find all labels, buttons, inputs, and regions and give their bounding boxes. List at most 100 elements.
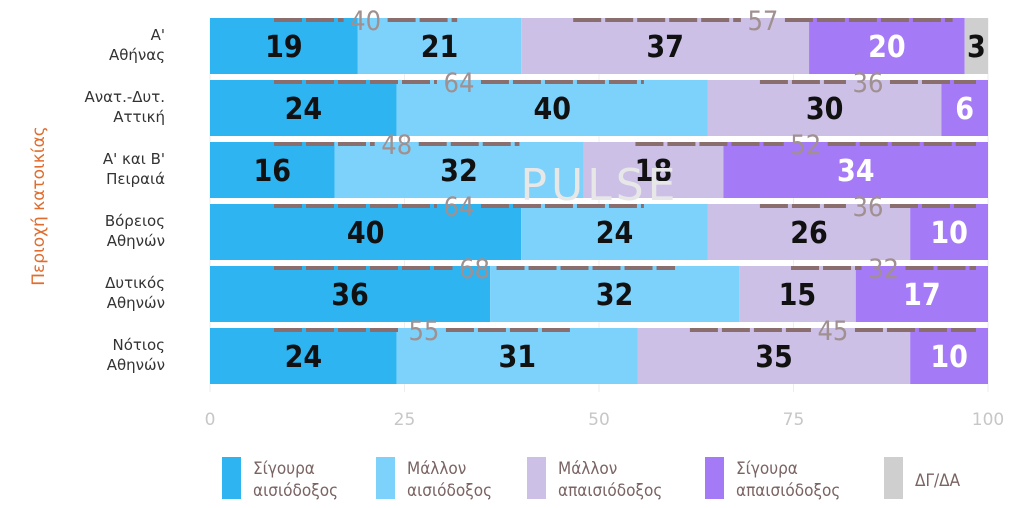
bar-value-label: 10 <box>930 216 968 251</box>
bar-value-label: 34 <box>837 154 875 189</box>
bar-value-label: 21 <box>421 30 459 65</box>
legend-label: αισιόδοξος <box>407 481 492 501</box>
legend-label: απαισιόδοξος <box>736 481 840 501</box>
category-label: Πειραιά <box>106 170 165 188</box>
category-label: Αθήνας <box>109 46 165 64</box>
legend-label: αισιόδοξος <box>253 481 338 501</box>
bar-segment <box>739 266 856 322</box>
bracket-total-label: 52 <box>790 130 821 161</box>
legend-swatch <box>884 457 903 499</box>
category-label: Αθηνών <box>107 294 165 312</box>
legend: ΣίγουρααισιόδοξοςΜάλλοναισιόδοξοςΜάλλονα… <box>222 457 961 501</box>
bracket-total-label: 32 <box>868 254 899 285</box>
bar-value-label: 40 <box>534 92 572 127</box>
bar-value-label: 32 <box>596 278 634 313</box>
bar-segment <box>809 18 965 74</box>
bar-segment <box>910 328 988 384</box>
bars: 19 21 37 20 3 24 40 30 6 16 32 18 34 40 24 26 10 36 32 15 17… <box>210 18 988 384</box>
bar-segment <box>334 142 584 198</box>
bar-segment <box>490 266 740 322</box>
bar-value-label: 17 <box>903 278 941 313</box>
category-label: Α' <box>151 26 165 44</box>
bar-segment <box>910 204 988 260</box>
category-label: Δυτικός <box>105 274 165 292</box>
category-label: Αττική <box>113 108 165 126</box>
bar-value-label: 35 <box>755 340 793 375</box>
bar-value-label: 15 <box>779 278 817 313</box>
category-label: Α' και Β' <box>103 150 165 168</box>
bar-value-label: 18 <box>635 154 673 189</box>
watermark-text: PULSE <box>521 160 680 211</box>
legend-label: Σίγουρα <box>253 459 315 479</box>
bracket-total-label: 57 <box>747 6 778 37</box>
bracket-total-label: 64 <box>444 192 475 223</box>
legend-swatch <box>705 457 724 499</box>
category-label: Βόρειος <box>105 212 165 230</box>
bar-segment <box>210 80 397 136</box>
legend-label: Σίγουρα <box>736 459 798 479</box>
bar-segment <box>396 328 638 384</box>
x-tick-label: 75 <box>783 410 805 430</box>
bracket-total-label: 55 <box>408 316 439 347</box>
legend-swatch <box>222 457 241 499</box>
bar-value-label: 6 <box>955 92 974 127</box>
legend-swatch <box>527 457 546 499</box>
legend-label: ΔΓ/ΔΑ <box>915 471 961 491</box>
x-tick-label: 25 <box>394 410 416 430</box>
bar-value-label: 36 <box>331 278 369 313</box>
bar-segment <box>210 142 335 198</box>
category-label: Ανατ.-Δυτ. <box>85 88 165 106</box>
bracket-total-label: 36 <box>853 192 884 223</box>
bar-segment <box>637 328 911 384</box>
bar-value-label: 3 <box>967 30 986 65</box>
legend-label: Μάλλον <box>407 459 466 479</box>
watermark: PULSE <box>521 160 680 211</box>
bar-segment <box>707 204 911 260</box>
bar-value-label: 24 <box>285 92 323 127</box>
bar-segment <box>855 266 988 322</box>
bar-value-label: 37 <box>646 30 684 65</box>
bracket-total-label: 36 <box>853 68 884 99</box>
bar-value-label: 24 <box>285 340 323 375</box>
bar-value-label: 40 <box>347 216 385 251</box>
bar-segment <box>357 18 522 74</box>
bar-value-label: 24 <box>596 216 634 251</box>
category-label: Αθηνών <box>107 232 165 250</box>
bar-value-label: 10 <box>930 340 968 375</box>
bar-value-label: 19 <box>265 30 303 65</box>
x-tick-label: 0 <box>205 410 216 430</box>
category-label: Νότιος <box>113 336 166 354</box>
bar-segment <box>521 204 708 260</box>
legend-swatch <box>376 457 395 499</box>
bar-segment <box>583 142 724 198</box>
x-axis-ticks: 0 25 50 75 100 <box>205 410 1005 430</box>
x-tick-label: 50 <box>588 410 610 430</box>
legend-label: απαισιόδοξος <box>558 481 662 501</box>
bar-segment <box>210 266 491 322</box>
bar-segment <box>941 80 988 136</box>
bracket-total-label: 45 <box>817 316 848 347</box>
bar-value-label: 31 <box>499 340 537 375</box>
bar-segment <box>707 80 942 136</box>
legend-label: Μάλλον <box>558 459 617 479</box>
bar-value-label: 20 <box>868 30 906 65</box>
bar-value-label: 26 <box>790 216 828 251</box>
bar-segment <box>396 80 708 136</box>
bracket-total-label: 68 <box>459 254 490 285</box>
bar-segment <box>723 142 988 198</box>
bracket-total-label: 64 <box>444 68 475 99</box>
bar-segment <box>210 18 358 74</box>
bar-value-label: 32 <box>440 154 478 189</box>
bar-segment <box>964 18 988 74</box>
bar-value-label: 30 <box>806 92 844 127</box>
category-label: Αθηνών <box>107 356 165 374</box>
bracket-total-label: 40 <box>350 6 381 37</box>
bar-value-label: 16 <box>253 154 291 189</box>
y-axis-title: Περιοχή κατοικίας <box>29 126 49 285</box>
bar-segment <box>210 328 397 384</box>
total-brackets: 40 57 64 36 48 52 64 36 68 32 55 45 <box>274 6 976 347</box>
x-tick-label: 100 <box>972 410 1004 430</box>
category-labels: Α' Αθήνας Ανατ.-Δυτ. Αττική Α' και Β' Πειραιά… <box>85 26 166 374</box>
bar-segment <box>210 204 522 260</box>
